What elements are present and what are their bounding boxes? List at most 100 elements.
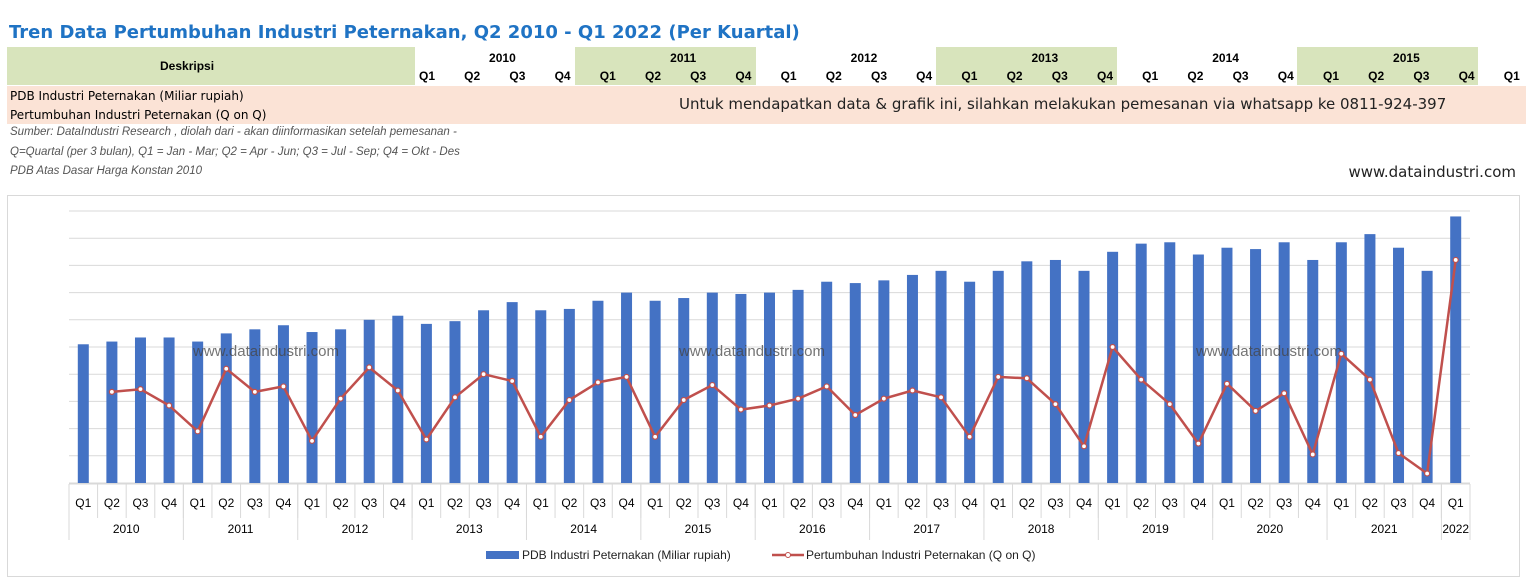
x-tick-quarter: Q4: [275, 496, 291, 510]
bar: [192, 341, 204, 483]
x-tick-quarter: Q3: [1162, 496, 1178, 510]
x-tick-quarter: Q4: [1190, 496, 1206, 510]
source-note: Sumber: DataIndustri Research , diolah d…: [10, 126, 457, 138]
x-tick-quarter: Q4: [161, 496, 177, 510]
bar: [249, 329, 261, 483]
x-tick-quarter: Q1: [876, 496, 892, 510]
x-tick-quarter: Q1: [304, 496, 320, 510]
x-tick-quarter: Q3: [132, 496, 148, 510]
x-tick-quarter: Q4: [1305, 496, 1321, 510]
table-row-highlight: [7, 86, 1526, 124]
x-tick-year: 2014: [570, 522, 597, 536]
bar: [1135, 243, 1147, 483]
bar: [678, 298, 690, 483]
bar: [1021, 261, 1033, 483]
header-year-cell: [575, 47, 756, 85]
x-tick-quarter: Q1: [1333, 496, 1349, 510]
bar: [506, 302, 518, 483]
header-quarter: Q4: [916, 69, 933, 83]
header-quarter: Q1: [418, 69, 435, 83]
growth-point: [1309, 451, 1316, 458]
growth-point: [1452, 256, 1459, 264]
x-tick-quarter: Q4: [1419, 496, 1435, 510]
x-tick-quarter: Q2: [1362, 496, 1378, 510]
bar: [535, 310, 547, 483]
x-tick-quarter: Q3: [247, 496, 263, 510]
header-quarter: Q1: [961, 69, 978, 83]
header-quarter: Q4: [1096, 69, 1113, 83]
x-tick-quarter: Q1: [647, 496, 663, 510]
x-tick-quarter: Q1: [190, 496, 206, 510]
growth-point: [223, 365, 230, 372]
growth-point: [880, 395, 887, 402]
header-year-2013: 2013: [1031, 51, 1059, 65]
x-tick-quarter: Q3: [1276, 496, 1292, 510]
bar: [1364, 234, 1376, 483]
x-tick-year: 2013: [456, 522, 483, 536]
bar: [335, 329, 347, 483]
header-quarter: Q2: [1187, 69, 1204, 83]
header-year-2012: 2012: [850, 51, 878, 65]
growth-point: [852, 411, 859, 419]
header-quarter: Q3: [690, 69, 707, 83]
row-label-growth: Pertumbuhan Industri Peternakan (Q on Q): [10, 108, 267, 122]
x-tick-quarter: Q2: [676, 496, 692, 510]
growth-point: [737, 406, 745, 413]
growth-point: [1109, 343, 1116, 351]
header-quarter: Q4: [554, 69, 571, 83]
bar: [392, 315, 404, 483]
bar: [478, 310, 490, 483]
bar: [849, 283, 861, 483]
header-year-cell: [1297, 47, 1478, 85]
x-tick-quarter: Q4: [1076, 496, 1092, 510]
watermark: www.dataindustri.com: [1195, 343, 1342, 360]
growth-point: [1138, 376, 1145, 383]
header-quarter: Q2: [1368, 69, 1385, 83]
x-tick-quarter: Q4: [619, 496, 635, 510]
growth-point: [308, 437, 316, 444]
growth-point: [566, 396, 573, 404]
growth-point: [137, 386, 144, 393]
growth-point: [337, 395, 344, 402]
growth-point: [1023, 375, 1030, 382]
bar: [1393, 247, 1405, 483]
bar: [792, 289, 804, 483]
growth-point: [108, 388, 115, 395]
header-quarter: Q2: [464, 69, 481, 83]
x-tick-quarter: Q2: [218, 496, 234, 510]
x-tick-quarter: Q3: [704, 496, 720, 510]
x-tick-quarter: Q3: [1047, 496, 1063, 510]
legend-label-pdb: PDB Industri Peternakan (Miliar rupiah): [522, 548, 731, 562]
page-title: Tren Data Pertumbuhan Industri Peternaka…: [9, 22, 800, 43]
legend-line-marker: [785, 552, 791, 558]
growth-point: [1281, 390, 1288, 397]
header-quarter: Q1: [780, 69, 797, 83]
header-quarter: Q3: [509, 69, 526, 83]
growth-point: [366, 364, 373, 371]
growth-point: [1195, 440, 1202, 447]
growth-point: [1223, 380, 1231, 387]
growth-point: [823, 383, 830, 390]
desc-header: Deskripsi: [160, 59, 215, 73]
x-tick-year: 2022: [1442, 522, 1469, 536]
x-tick-year: 2020: [1257, 522, 1284, 536]
bar: [735, 293, 747, 483]
website-label[interactable]: www.dataindustri.com: [1348, 163, 1516, 181]
header-quarter: Q4: [735, 69, 752, 83]
bar: [649, 300, 661, 483]
bar: [821, 281, 833, 483]
header-quarter: Q4: [1277, 69, 1294, 83]
growth-point: [966, 433, 973, 440]
legend-label-growth: Pertumbuhan Industri Peternakan (Q on Q): [806, 548, 1035, 562]
x-tick-quarter: Q2: [561, 496, 577, 510]
header-year-2011: 2011: [670, 51, 697, 65]
growth-point: [1338, 350, 1345, 357]
x-tick-quarter: Q3: [819, 496, 835, 510]
x-tick-quarter: Q2: [1019, 496, 1035, 510]
growth-line: [111, 259, 1457, 475]
x-tick-quarter: Q2: [333, 496, 349, 510]
bar: [1192, 254, 1204, 483]
bar: [1278, 242, 1290, 483]
growth-point: [794, 395, 802, 402]
quarter-note: Q=Quartal (per 3 bulan), Q1 = Jan - Mar;…: [10, 146, 460, 158]
